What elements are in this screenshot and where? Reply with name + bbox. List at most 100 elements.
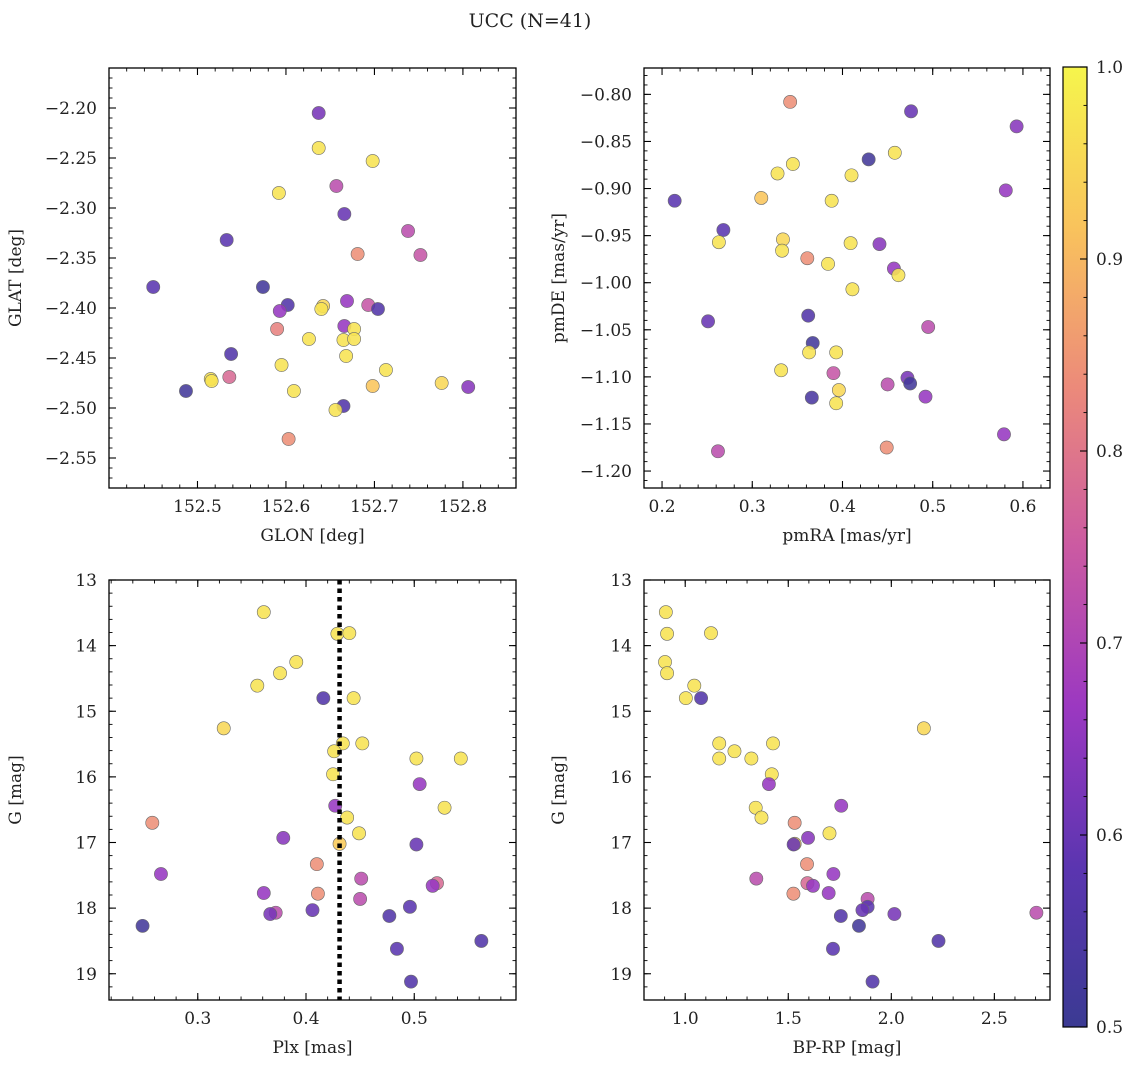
y-tick-label: −0.90 (580, 180, 632, 200)
scatter-point (845, 282, 860, 297)
panel-parallax-magnitude: 0.3 0.4 0.5 13 14 15 16 17 18 19 Plx [mas] G [mag] (6, 571, 517, 1058)
scatter-point (829, 345, 844, 360)
y-tick-label: 17 (75, 834, 97, 854)
scatter-point (712, 751, 727, 766)
scatter-point (272, 304, 287, 318)
scatter-point (880, 377, 895, 392)
scatter-point (404, 974, 418, 989)
x-tick-label: 2.5 (981, 1009, 1008, 1029)
scatter-point (786, 886, 801, 901)
y-axis-label: pmDE [mas/yr] (549, 213, 569, 343)
y-tick-label: −0.85 (580, 132, 632, 152)
scatter-point (409, 837, 424, 852)
scatter-point (852, 918, 866, 933)
axes-frame (108, 67, 517, 489)
scatter-point (326, 767, 340, 782)
scatter-point (271, 186, 286, 200)
scatter-point (342, 626, 357, 641)
scatter-point (412, 777, 427, 791)
scatter-point (694, 691, 708, 706)
scatter-point (806, 878, 820, 893)
colorbar-bar (1062, 66, 1088, 1028)
y-tick-label: 16 (75, 768, 97, 788)
scatter-point (826, 366, 841, 381)
scatter-point (337, 207, 352, 221)
scatter-point (904, 104, 918, 119)
x-tick-label: 1.0 (672, 1009, 699, 1029)
x-axis-label: BP-RP [mag] (793, 1038, 902, 1058)
x-tick-label: 0.2 (649, 497, 676, 517)
y-tick-label: −2.25 (45, 149, 97, 169)
scatter-point (346, 691, 361, 706)
scatter-point (216, 721, 231, 736)
scatter-point (135, 918, 150, 933)
scatter-point (302, 332, 316, 346)
scatter-point (355, 736, 370, 751)
scatter-point (256, 886, 271, 900)
scatter-point (329, 179, 344, 193)
scatter-point (335, 736, 350, 751)
scatter-point (309, 857, 324, 872)
scatter-point (413, 248, 428, 262)
x-axis-label: GLON [deg] (260, 526, 364, 546)
colorbar-tick-label: 0.8 (1096, 442, 1123, 462)
scatter-point (379, 363, 393, 377)
scatter-point (829, 396, 844, 411)
scatter-point (716, 223, 731, 237)
y-tick-label: 13 (75, 571, 97, 591)
scatter-point (222, 370, 237, 384)
scatter-point (145, 815, 160, 830)
scatter-point (831, 383, 846, 397)
scatter-point (274, 358, 289, 372)
scatter-point (667, 193, 682, 208)
scatter-point (204, 374, 219, 388)
x-tick-label: 0.4 (829, 497, 856, 517)
scatter-point (833, 909, 848, 923)
scatter-point (704, 626, 718, 641)
y-tick-label: −1.00 (580, 274, 632, 294)
panel-position: 152.5 152.6 152.7 152.8 −2.20 −2.25 −2.30 −2.35… (6, 67, 517, 546)
scatter-point (311, 106, 326, 120)
y-tick-label: −2.50 (45, 399, 97, 419)
scatter-point (154, 867, 168, 881)
y-tick-label: 19 (610, 965, 632, 985)
scatter-point (660, 626, 674, 641)
scatter-point (872, 237, 887, 251)
scatter-point (826, 941, 840, 956)
scatter-point (824, 193, 839, 208)
scatter-point (340, 810, 355, 825)
scatter-point (921, 320, 936, 334)
scatter-point (997, 427, 1011, 442)
scatter-point (354, 871, 369, 886)
y-tick-label: −0.80 (580, 85, 632, 105)
x-axis-label: pmRA [mas/yr] (782, 526, 911, 546)
scatter-point (865, 974, 880, 989)
scatter-point (785, 157, 800, 171)
y-tick-label: 13 (610, 571, 632, 591)
axes-frame (643, 67, 1051, 489)
scatter-point (256, 605, 271, 620)
scatter-point (711, 444, 725, 459)
scatter-point (250, 678, 265, 693)
axes-frame (643, 579, 1051, 1001)
scatter-point (801, 308, 816, 323)
scatter-point (887, 145, 902, 160)
scatter-point (409, 751, 424, 766)
colorbar-tick-label: 0.6 (1096, 826, 1123, 846)
scatter-point (453, 751, 468, 766)
colorbar-tick-label: 0.7 (1096, 634, 1123, 654)
y-tick-label: 14 (75, 637, 97, 657)
scatter-point (804, 390, 819, 405)
scatter-point (786, 837, 801, 852)
y-tick-label: 18 (75, 899, 97, 919)
scatter-point (787, 815, 802, 830)
scatter-point (931, 934, 946, 948)
scatter-point (316, 691, 331, 706)
scatter-point (754, 810, 769, 825)
scatter-point (744, 751, 759, 766)
scatter-point (678, 691, 693, 706)
scatter-point (328, 403, 343, 417)
scatter-point (305, 903, 320, 917)
scatter-point (821, 886, 836, 900)
y-tick-label: 14 (610, 637, 632, 657)
